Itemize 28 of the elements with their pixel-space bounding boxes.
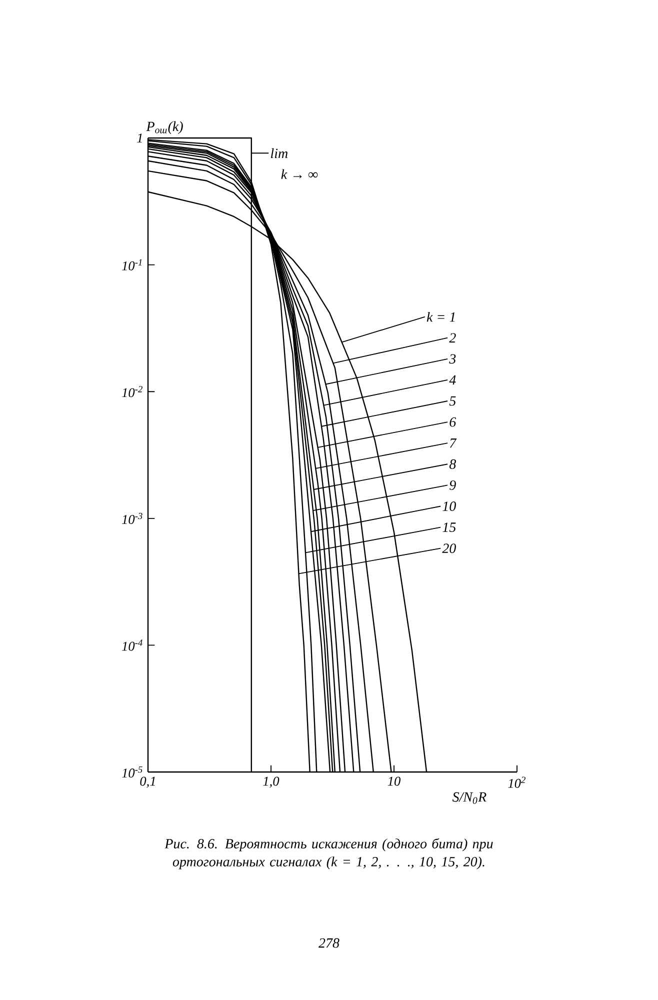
text: 20 <box>442 544 456 554</box>
x-axis-title: S/N$_{0}$R <box>452 792 486 804</box>
legend-label: lim <box>270 148 288 158</box>
y-tick-label: 10$^{-5}$ <box>122 766 142 778</box>
text: 4 <box>449 375 456 385</box>
y-tick-label: 10$^{-4}$ <box>122 640 142 651</box>
x-tick-label: 10 <box>388 776 400 786</box>
text: 2 <box>449 333 456 342</box>
x-tick-label: 0,1 <box>140 776 155 788</box>
y-axis-title: P$_{ош}$(k) <box>146 121 183 134</box>
y-tick-label: 10$^{-3}$ <box>122 512 142 524</box>
text: 10 <box>442 502 456 511</box>
x-tick-label: 10$^{2}$ <box>508 776 526 788</box>
text: 7 <box>450 438 457 448</box>
text: 5 <box>449 396 456 406</box>
x-tick-label: 1,0 <box>263 776 280 788</box>
text: 3 <box>449 354 456 364</box>
text: k = 1 <box>426 312 455 322</box>
y-tick-label: 10$^{-2}$ <box>122 386 142 398</box>
text: 6 <box>450 417 456 427</box>
annotation: k → ∞ <box>281 169 318 179</box>
text: Рис. 8.6. Вероятность искажения (одного бита) при ортогональных сигналах (k = 1, 2, . . ., 10, 15, 20). <box>164 838 493 870</box>
text: 15 <box>442 522 456 532</box>
text: 8 <box>449 459 456 469</box>
y-tick-label: 10$^{-1}$ <box>122 259 142 270</box>
y-tick-label: 1 <box>137 134 142 142</box>
text: 9 <box>450 480 456 490</box>
text: 278 <box>318 938 340 948</box>
